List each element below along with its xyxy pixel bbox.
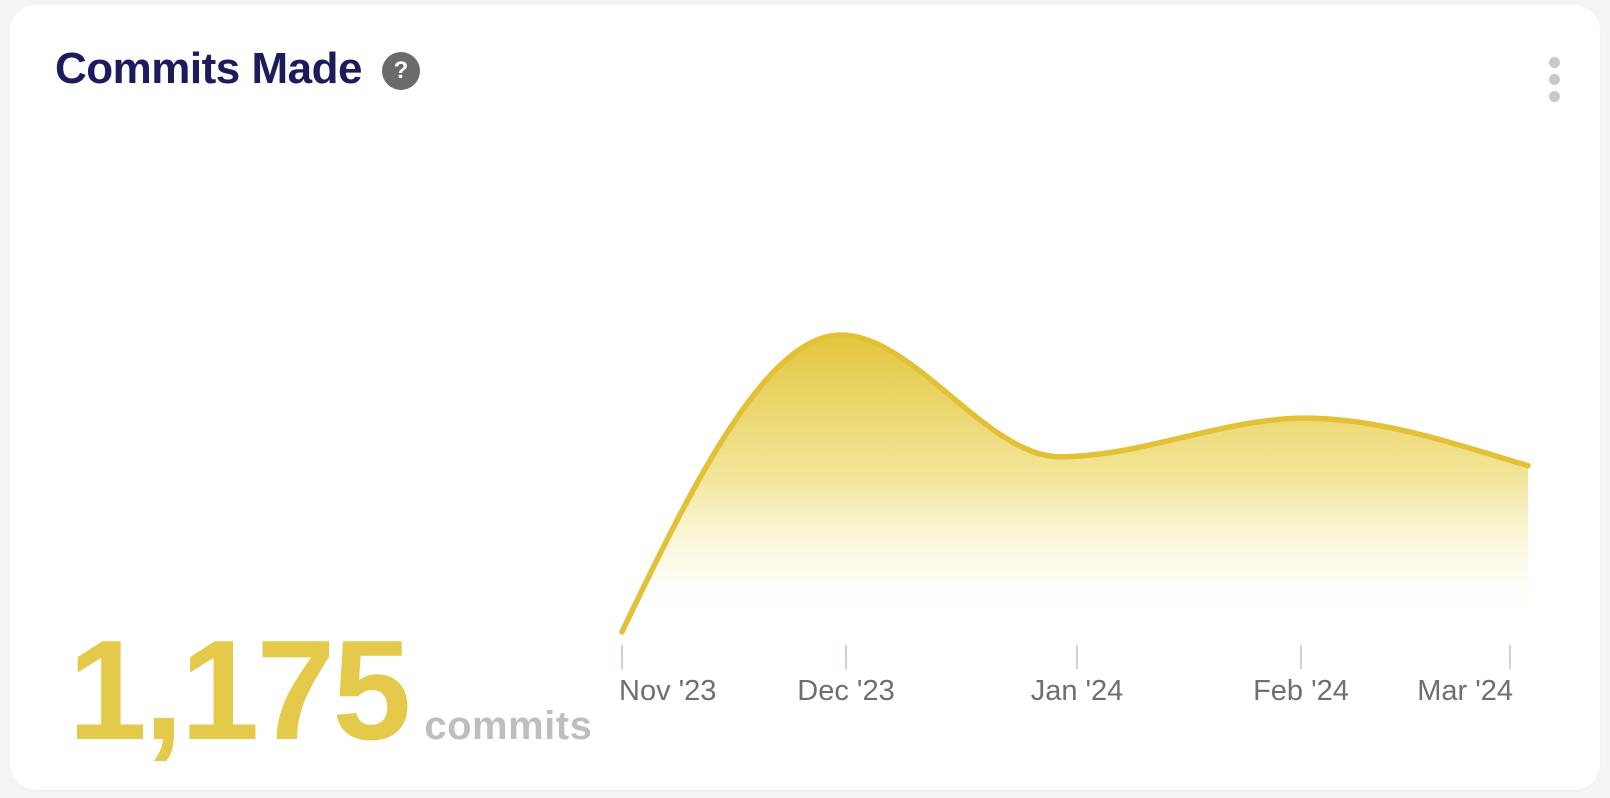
axis-tick — [1509, 645, 1511, 669]
series-line — [619, 332, 1531, 635]
help-icon[interactable]: ? — [381, 52, 420, 91]
area-chart-svg — [619, 332, 1531, 640]
kebab-dot — [1548, 57, 1560, 68]
series-area-fill — [622, 335, 1528, 640]
axis-tick — [621, 645, 623, 669]
commits-area-chart — [605, 320, 1545, 650]
metric-value: 1,175 — [68, 611, 411, 770]
kebab-menu-button[interactable] — [1540, 55, 1568, 104]
card-header: Commits Made ? — [55, 44, 420, 93]
metric-unit: commits — [424, 704, 593, 748]
metric-summary: 1,175 commits — [68, 620, 592, 762]
axis-tick — [1300, 645, 1302, 669]
question-mark-glyph: ? — [393, 57, 409, 85]
axis-tick — [1076, 645, 1078, 669]
axis-label-mar-24: Mar '24 — [1417, 675, 1513, 707]
kebab-dot — [1548, 74, 1560, 85]
axis-label-nov-23: Nov '23 — [619, 675, 717, 707]
commits-made-card: Commits Made ? 1,175 commits — [10, 5, 1600, 790]
axis-label-dec-23: Dec '23 — [797, 675, 895, 707]
axis-tick — [845, 645, 847, 669]
kebab-dot — [1548, 91, 1560, 102]
x-axis: Nov '23 Dec '23 Jan '24 Feb '24 Mar '24 — [605, 645, 1545, 725]
axis-label-jan-24: Jan '24 — [1030, 675, 1124, 707]
page-title: Commits Made — [55, 44, 362, 93]
axis-label-feb-24: Feb '24 — [1253, 675, 1349, 707]
